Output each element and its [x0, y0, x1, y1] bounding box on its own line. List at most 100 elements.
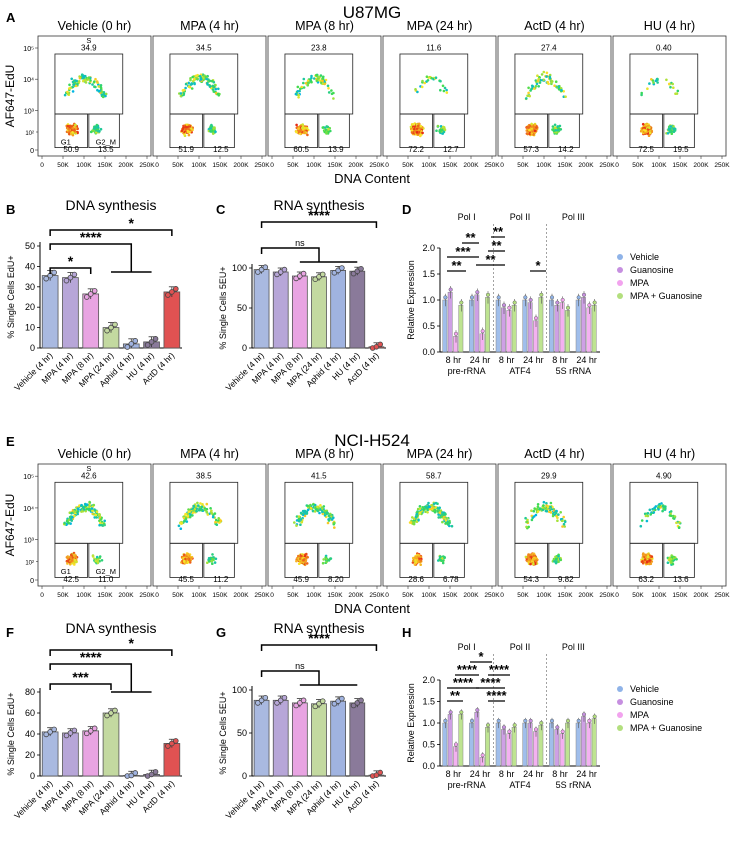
bar — [522, 722, 528, 767]
density-point — [211, 132, 215, 135]
x-tick-label: 250K — [599, 592, 615, 599]
density-point — [417, 128, 421, 132]
bar — [458, 304, 464, 353]
replicate-point — [528, 718, 533, 723]
x-tick-label: 150K — [327, 592, 343, 599]
density-point — [185, 520, 189, 523]
y-tick-label: 30 — [25, 282, 35, 292]
density-point — [299, 523, 302, 526]
density-point — [442, 89, 446, 93]
density-point — [319, 74, 323, 77]
gate-g2m-value: 13.6 — [673, 575, 689, 584]
facet-frame — [267, 463, 382, 587]
x-tick-label: 0 — [500, 592, 504, 599]
density-point — [103, 519, 106, 523]
y-tick-label: 0.0 — [422, 761, 435, 771]
replicate-point — [448, 287, 453, 292]
bar — [533, 731, 538, 767]
density-point — [643, 558, 647, 561]
density-point — [313, 510, 317, 513]
density-point — [537, 85, 540, 88]
density-point — [542, 78, 546, 82]
gate-g2m — [318, 542, 350, 578]
density-point — [85, 503, 88, 507]
density-point — [100, 523, 103, 527]
x-tick-label: 50K — [517, 162, 529, 169]
density-point — [333, 526, 336, 529]
bar — [291, 275, 308, 349]
density-points — [408, 501, 454, 566]
replicate-point — [539, 292, 544, 297]
density-point — [673, 515, 677, 518]
density-point — [557, 88, 561, 91]
replicate-point — [480, 753, 485, 758]
density-point — [532, 509, 536, 513]
density-point — [95, 516, 98, 519]
replicate-point — [91, 288, 98, 294]
density-point — [210, 559, 213, 563]
density-point — [80, 73, 84, 76]
legend-label: Vehicle — [630, 684, 659, 694]
density-point — [186, 561, 190, 564]
significance-label: **** — [308, 630, 330, 646]
density-point — [428, 505, 431, 509]
density-point — [415, 520, 419, 523]
density-point — [330, 92, 334, 96]
density-point — [443, 86, 447, 90]
density-point — [563, 525, 566, 528]
bar — [591, 718, 597, 767]
density-point — [297, 515, 301, 518]
density-point — [554, 557, 558, 561]
density-point — [310, 80, 313, 84]
x-tick-label: 150K — [327, 162, 343, 169]
density-point — [296, 85, 300, 89]
density-points — [177, 501, 223, 565]
density-point — [640, 91, 643, 95]
significance-label: *** — [455, 244, 471, 259]
density-point — [661, 509, 664, 513]
density-point — [532, 557, 536, 561]
density-point — [70, 512, 73, 515]
gate-g1 — [54, 113, 88, 148]
density-point — [441, 132, 444, 135]
density-point — [298, 557, 302, 560]
density-point — [182, 516, 186, 520]
replicate-point — [339, 265, 345, 271]
density-point — [408, 521, 412, 524]
density-points — [524, 500, 567, 566]
significance-label: ** — [485, 252, 496, 267]
density-point — [653, 506, 656, 510]
density-point — [76, 510, 80, 513]
bar — [495, 722, 501, 767]
replicate-point — [377, 769, 383, 776]
density-point — [211, 562, 214, 565]
density-point — [321, 510, 324, 514]
density-point — [313, 503, 317, 507]
density-point — [674, 92, 677, 95]
replicate-point — [152, 336, 159, 342]
density-point — [419, 563, 423, 566]
density-point — [327, 87, 330, 90]
density-point — [98, 555, 102, 558]
replicate-point — [316, 700, 322, 707]
y-axis-label: % Single Cells 5EU+ — [218, 691, 228, 774]
density-point — [551, 514, 555, 518]
density-point — [419, 134, 422, 138]
gate-g2m — [88, 542, 120, 578]
density-point — [534, 513, 538, 517]
replicate-point — [132, 770, 139, 776]
density-point — [300, 554, 303, 558]
density-point — [439, 509, 443, 512]
facet-frame — [497, 463, 612, 587]
density-point — [645, 560, 649, 563]
replicate-point — [67, 730, 74, 736]
density-point — [409, 125, 413, 129]
density-point — [662, 507, 665, 511]
density-point — [211, 557, 214, 561]
density-point — [94, 559, 98, 563]
replicate-point — [274, 700, 280, 706]
density-point — [213, 561, 217, 564]
density-point — [542, 504, 545, 507]
density-point — [186, 129, 189, 133]
density-point — [68, 83, 71, 87]
